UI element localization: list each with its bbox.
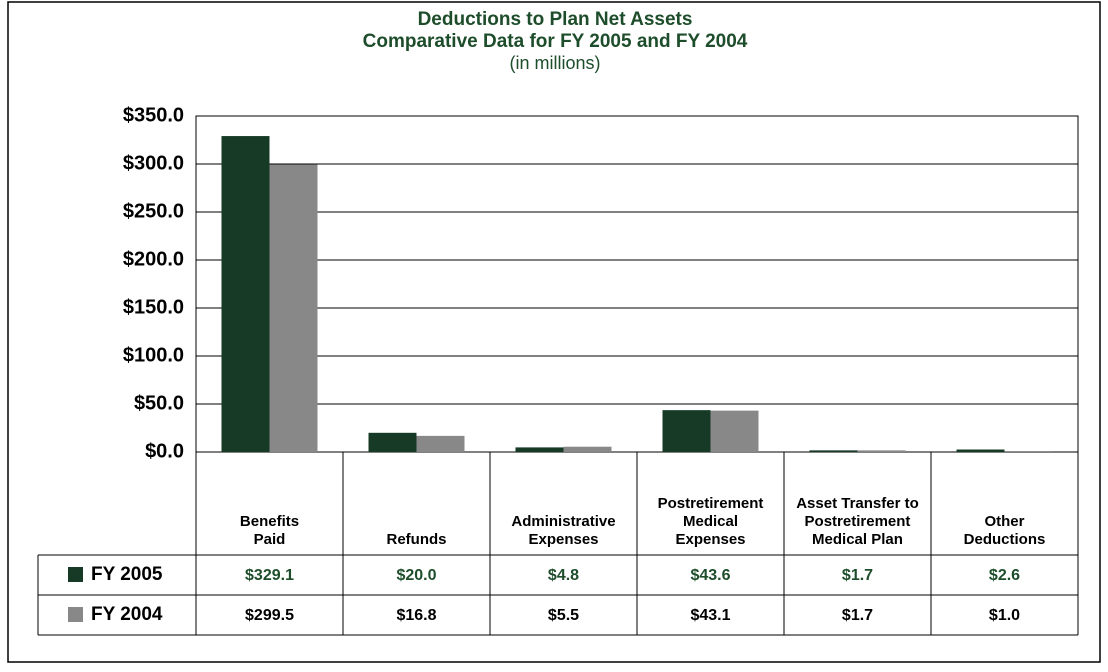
table-value: $1.7 xyxy=(842,567,873,584)
y-tick-label: $100.0 xyxy=(123,344,184,366)
category-label: Other Deductions xyxy=(963,513,1046,548)
y-tick-label: $350.0 xyxy=(123,104,184,126)
y-tick-label: $50.0 xyxy=(134,392,184,414)
bar xyxy=(662,410,711,452)
table-value: $1.0 xyxy=(989,607,1020,624)
bar xyxy=(368,432,417,452)
y-tick-label: $250.0 xyxy=(123,200,184,222)
unit-note: (in millions) xyxy=(509,53,600,73)
bar xyxy=(1004,451,1053,452)
frame xyxy=(7,1,1101,663)
table-value: $2.6 xyxy=(989,567,1020,584)
plot-frame xyxy=(195,115,1079,453)
y-tick-label: $300.0 xyxy=(123,152,184,174)
table-value: $299.5 xyxy=(245,607,294,624)
category-label: Asset Transfer to Postretirement Medical… xyxy=(796,495,919,548)
y-tick-label: $0.0 xyxy=(145,440,184,462)
table-value: $4.8 xyxy=(548,567,579,584)
category-label: Refunds xyxy=(386,531,447,548)
bar xyxy=(515,447,564,452)
table-value: $1.7 xyxy=(842,607,873,624)
bar xyxy=(809,450,858,452)
table-value: $5.5 xyxy=(548,607,579,624)
category-label: Administrative Expenses xyxy=(511,513,616,548)
bar xyxy=(857,450,906,452)
table-value: $20.0 xyxy=(396,567,436,584)
bar xyxy=(956,449,1005,452)
table-value: $43.6 xyxy=(690,567,730,584)
table-value: $43.1 xyxy=(690,607,730,624)
legend-swatch xyxy=(68,607,83,622)
chart-title: Deductions to Plan Net Assets xyxy=(418,9,693,30)
table-value: $16.8 xyxy=(396,607,436,624)
bar xyxy=(221,136,270,452)
legend-swatch xyxy=(68,567,83,582)
legend-label: FY 2004 xyxy=(91,604,163,625)
category-label: Benefits Paid xyxy=(239,513,300,548)
legend-label: FY 2005 xyxy=(91,564,163,585)
y-tick-label: $150.0 xyxy=(123,296,184,318)
bar xyxy=(416,435,465,452)
bar xyxy=(710,410,759,452)
bar xyxy=(269,164,318,453)
bar xyxy=(563,446,612,452)
chart-subtitle: Comparative Data for FY 2005 and FY 2004 xyxy=(363,31,748,52)
table-value: $329.1 xyxy=(245,567,294,584)
category-label: Postretirement Medical Expenses xyxy=(657,495,764,548)
y-tick-label: $200.0 xyxy=(123,248,184,270)
